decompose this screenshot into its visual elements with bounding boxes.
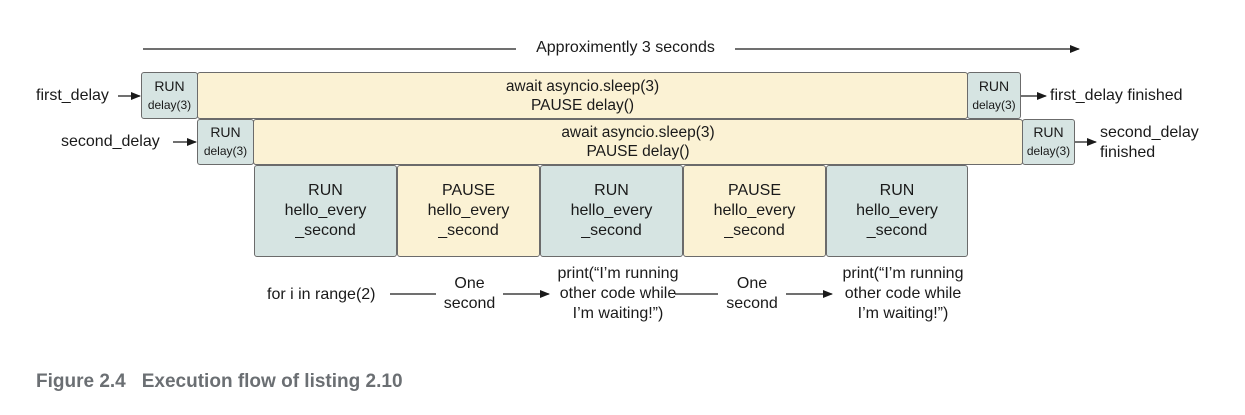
second-delay-finished-label: second_delay finished xyxy=(1100,124,1199,161)
first-delay-finished-label: first_delay finished xyxy=(1050,87,1183,104)
figure-caption-text: Execution flow of listing 2.10 xyxy=(141,371,403,392)
first-delay-run-start: RUN delay(3) xyxy=(141,72,198,119)
one-second-label-1: One second xyxy=(443,275,496,312)
second-delay-sleep-bar: await asyncio.sleep(3) PAUSE delay() xyxy=(253,119,1023,165)
hello-block-4-pause: PAUSE hello_every _second xyxy=(683,165,826,257)
print-text-1: print(“I’m running other code while I’m wa… xyxy=(557,265,679,322)
print-text-2: print(“I’m running other code while I’m wa… xyxy=(842,265,964,322)
figure-number: Figure 2.4 xyxy=(36,371,126,392)
first-delay-run-end: RUN delay(3) xyxy=(967,72,1021,119)
duration-label: Approximently 3 seconds xyxy=(536,39,715,56)
second-delay-run-start: RUN delay(3) xyxy=(197,119,254,165)
hello-block-2-pause: PAUSE hello_every _second xyxy=(397,165,540,257)
first-delay-sleep-bar: await asyncio.sleep(3) PAUSE delay() xyxy=(197,72,968,119)
one-second-label-2: One second xyxy=(726,275,778,312)
hello-block-5-run: RUN hello_every _second xyxy=(826,165,968,257)
second-delay-run-end: RUN delay(3) xyxy=(1022,119,1075,165)
hello-block-1-run: RUN hello_every _second xyxy=(254,165,397,257)
first-delay-label: first_delay xyxy=(36,87,109,104)
hello-block-3-run: RUN hello_every _second xyxy=(540,165,683,257)
second-delay-label: second_delay xyxy=(61,133,160,150)
for-loop-label: for i in range(2) xyxy=(267,286,376,303)
figure-caption: Figure 2.4 Execution flow of listing 2.10 xyxy=(36,371,403,393)
